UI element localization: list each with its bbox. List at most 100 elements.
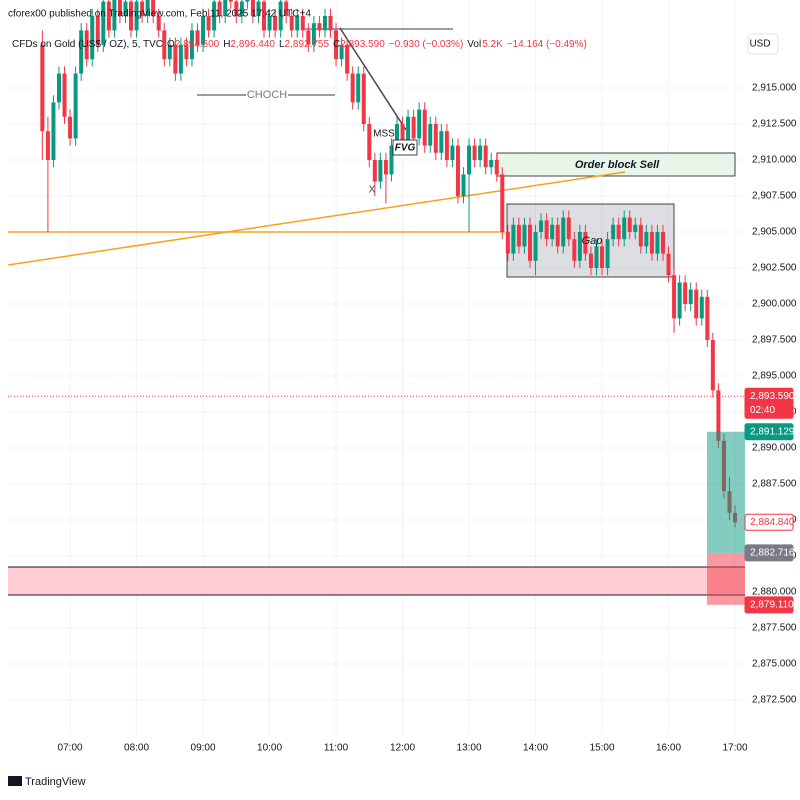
candle-body — [256, 1, 261, 16]
candle-body — [588, 253, 593, 268]
profit-zone — [707, 431, 745, 553]
candle-body — [84, 30, 89, 60]
candle-body — [68, 116, 73, 139]
price-tag-label: 2,891.129 — [750, 426, 795, 437]
candle-body — [189, 30, 194, 60]
x-tick-label: 14:00 — [523, 743, 548, 754]
candle-body — [616, 224, 621, 240]
candle-body — [178, 44, 183, 74]
candle-body — [250, 0, 255, 16]
header-part: 2,894.500 — [175, 39, 220, 50]
candle-body — [522, 224, 527, 247]
candle-body — [561, 217, 566, 247]
candle-body — [328, 15, 333, 31]
candle-body — [566, 217, 571, 240]
candle-body — [173, 44, 178, 74]
candle-body — [450, 145, 455, 160]
candle-body — [433, 123, 438, 153]
candle-body — [395, 123, 400, 146]
price-tag — [744, 423, 794, 441]
candle-body — [505, 231, 510, 254]
order-block-label: Order block Sell — [575, 159, 660, 171]
candle-body — [195, 30, 200, 45]
header-part: O — [167, 39, 175, 50]
candle-body — [367, 123, 372, 160]
candle-body — [672, 275, 677, 319]
candle-body — [300, 15, 305, 31]
price-tag — [744, 513, 794, 531]
candle-body — [483, 145, 488, 168]
candle-body — [129, 1, 134, 31]
candle-body — [461, 174, 466, 196]
candle-body — [56, 73, 61, 103]
currency-button[interactable] — [747, 33, 779, 55]
fvg-box — [392, 139, 418, 156]
candle-body — [289, 15, 294, 31]
candle-body — [140, 1, 145, 16]
candle-body — [106, 1, 111, 31]
candle-body — [622, 217, 627, 240]
trend-line — [8, 171, 626, 266]
candle-body — [273, 15, 278, 31]
candle-body — [489, 159, 494, 168]
y-tick-label: 2,912.500 — [752, 119, 797, 130]
symbol-header: CFDs on Gold (US$ / OZ), 5, TVC O2,894.50… — [12, 39, 587, 50]
candle-body — [716, 390, 721, 441]
x-tick-label: 12:00 — [390, 743, 415, 754]
candle-body — [117, 0, 122, 16]
candle-body — [262, 1, 267, 31]
y-tick-label: 2,907.500 — [752, 191, 797, 202]
y-tick-label: 2,887.500 — [752, 479, 797, 490]
candle-body — [101, 1, 106, 45]
candle-body — [527, 224, 532, 261]
candle-body — [633, 224, 638, 232]
candle-body — [494, 159, 499, 175]
candle-body — [516, 224, 521, 247]
candle-body — [145, 0, 150, 16]
candle-body — [295, 15, 300, 31]
candle-body — [688, 289, 693, 304]
candle-body — [594, 246, 599, 268]
x-tick-label: 13:00 — [457, 743, 482, 754]
candle-body — [167, 44, 172, 60]
y-tick-label: 2,880.000 — [752, 587, 797, 598]
x-tick-label: 16:00 — [656, 743, 681, 754]
candle-body — [577, 231, 582, 261]
gap-label: Gap — [582, 235, 603, 247]
candle-body — [223, 0, 228, 16]
currency: USD — [749, 39, 770, 50]
position — [707, 431, 745, 605]
x-tick-label: 09:00 — [191, 743, 216, 754]
loss-zone — [707, 552, 745, 605]
candle-body — [90, 15, 95, 60]
x-tick-label: 15:00 — [590, 743, 615, 754]
candle-body — [267, 15, 272, 31]
y-tick-label: 2,877.500 — [752, 623, 797, 634]
candle-body — [356, 73, 361, 103]
y-tick-label: 2,910.000 — [752, 155, 797, 166]
candle-body — [361, 73, 366, 124]
choch-label: CHOCH — [247, 89, 287, 101]
y-tick-label: 2,872.500 — [752, 695, 797, 706]
candle-body — [334, 30, 339, 60]
candle-body — [73, 73, 78, 139]
candle-body — [156, 15, 161, 31]
candle-body — [644, 231, 649, 247]
candle-body — [422, 109, 427, 146]
countdown: 02:40 — [750, 405, 775, 416]
header-part: 2,892.755 — [285, 39, 330, 50]
candle-body — [550, 224, 555, 240]
candle-body — [306, 30, 311, 45]
candle-body — [400, 123, 405, 146]
x-label: X — [369, 185, 376, 196]
y-tick-label: 2,890.000 — [752, 443, 797, 454]
candle-body — [605, 239, 610, 268]
candle-body — [234, 1, 239, 16]
candle-body — [345, 44, 350, 74]
header-part: −0.930 (−0.03%) — [389, 39, 464, 50]
candle-body — [539, 220, 544, 232]
candle-body — [201, 15, 206, 45]
candle-body — [350, 73, 355, 103]
candle-body — [123, 1, 128, 16]
